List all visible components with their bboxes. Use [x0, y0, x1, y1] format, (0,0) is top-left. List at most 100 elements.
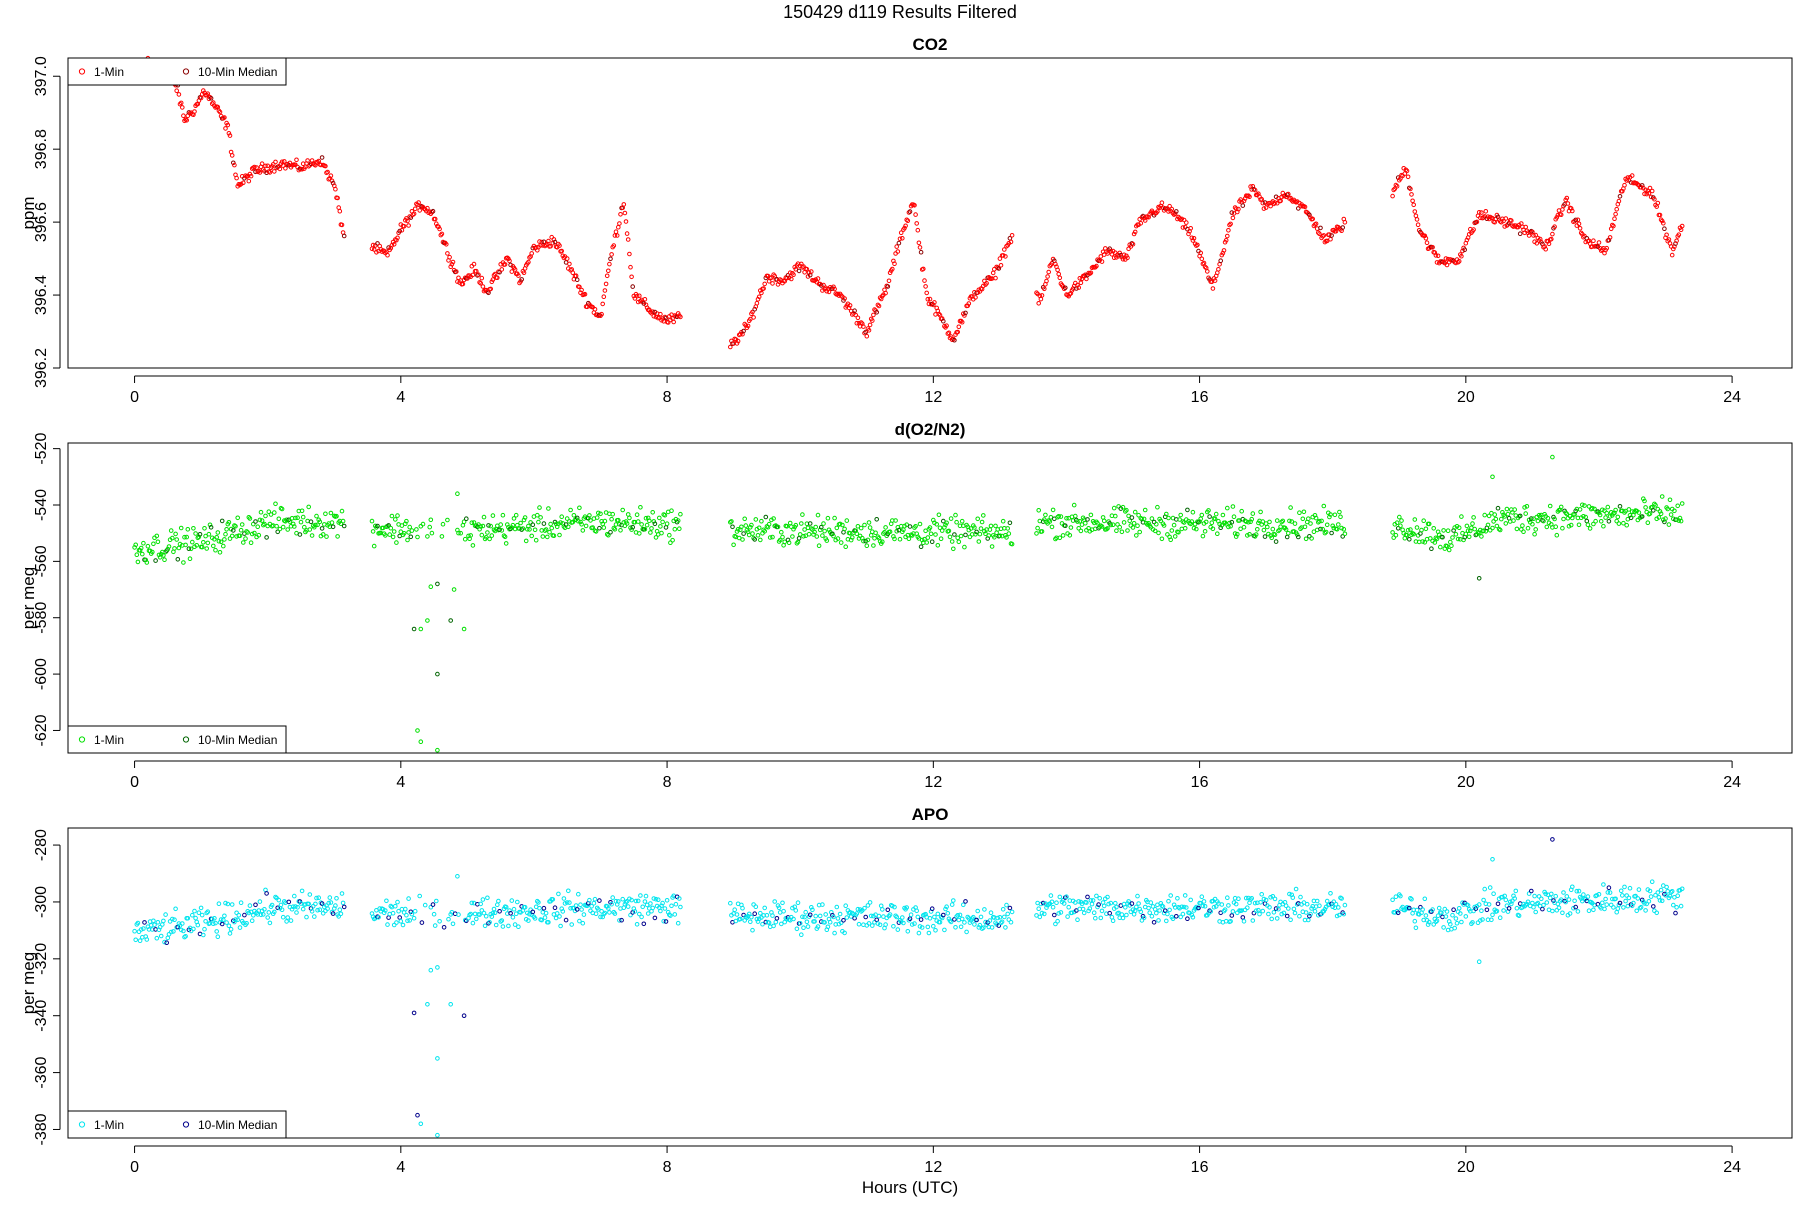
- one-min-point: [672, 912, 678, 917]
- legend-label-10-min-median: 10-Min Median: [198, 65, 277, 79]
- one-min-point: [1158, 518, 1164, 524]
- one-min-point: [429, 209, 435, 215]
- one-min-point: [1668, 512, 1674, 517]
- one-min-point: [1408, 527, 1413, 532]
- one-min-point: [1006, 531, 1012, 536]
- one-min-point: [1110, 918, 1116, 924]
- one-min-point: [527, 255, 532, 260]
- one-min-point: [566, 888, 571, 894]
- one-min-point: [1428, 536, 1433, 541]
- one-min-point: [293, 515, 298, 521]
- one-min-point: [554, 911, 560, 916]
- median-point: [1495, 505, 1501, 511]
- median-point: [1473, 906, 1479, 911]
- one-min-point: [773, 919, 779, 925]
- one-min-point: [639, 522, 644, 527]
- median-point: [619, 917, 624, 923]
- median-point: [874, 517, 880, 522]
- one-min-point: [989, 925, 995, 930]
- one-min-point: [490, 910, 496, 916]
- one-min-point: [437, 919, 442, 924]
- one-min-point: [333, 903, 338, 908]
- median-point: [464, 918, 469, 924]
- one-min-point: [932, 914, 937, 920]
- one-min-point: [134, 552, 140, 558]
- one-min-point: [287, 519, 293, 524]
- legend: 1-Min 10-Min Median: [67, 57, 287, 86]
- one-min-point: [1210, 526, 1216, 532]
- one-min-point: [856, 921, 862, 927]
- one-min-point: [1438, 544, 1443, 550]
- one-min-point: [897, 536, 903, 542]
- one-min-point: [1554, 908, 1560, 913]
- one-min-point: [1078, 528, 1084, 534]
- one-min-point: [427, 524, 433, 530]
- one-min-point: [479, 908, 485, 913]
- one-min-point: [543, 910, 549, 916]
- one-min-point: [522, 904, 528, 910]
- median-point: [1185, 916, 1190, 922]
- one-min-point: [282, 159, 287, 164]
- one-min-point: [1563, 899, 1568, 905]
- one-min-point: [1412, 918, 1418, 924]
- one-min-point: [957, 912, 963, 918]
- one-min-point: [661, 918, 667, 924]
- median-point: [541, 521, 547, 526]
- one-min-point: [868, 533, 874, 538]
- one-min-point: [997, 256, 1003, 261]
- one-min-point: [137, 938, 143, 944]
- one-min-point: [886, 278, 892, 284]
- one-min-point: [276, 897, 282, 903]
- one-min-point: [1008, 919, 1014, 925]
- one-min-point: [905, 929, 911, 934]
- one-min-point: [407, 918, 413, 923]
- one-min-point: [978, 526, 984, 531]
- one-min-point: [1323, 529, 1329, 535]
- one-min-point: [1192, 521, 1198, 527]
- one-min-point: [1288, 917, 1293, 923]
- one-min-point: [904, 905, 910, 910]
- one-min-point: [1535, 518, 1541, 524]
- one-min-point: [1636, 887, 1642, 892]
- one-min-point: [956, 539, 962, 545]
- one-min-point: [588, 518, 593, 523]
- one-min-point: [485, 895, 490, 901]
- one-min-point: [728, 344, 733, 350]
- median-point: [785, 273, 791, 278]
- one-min-point: [225, 122, 231, 128]
- one-min-point: [1228, 221, 1233, 227]
- one-min-point: [664, 898, 670, 903]
- one-min-point: [948, 516, 954, 521]
- one-min-point: [370, 242, 376, 248]
- one-min-point: [1006, 917, 1012, 922]
- one-min-point: [932, 300, 937, 305]
- one-min-point: [1230, 215, 1236, 221]
- one-min-point: [1333, 228, 1339, 234]
- one-min-point: [1494, 523, 1500, 529]
- one-min-point: [1146, 905, 1151, 911]
- one-min-point: [1259, 196, 1264, 202]
- one-min-point: [609, 901, 614, 907]
- one-min-point: [247, 903, 253, 908]
- one-min-point: [1286, 906, 1291, 911]
- one-min-point: [1663, 516, 1668, 521]
- one-min-point: [917, 521, 923, 527]
- one-min-point: [945, 911, 951, 916]
- one-min-point: [425, 1002, 430, 1007]
- one-min-point: [229, 153, 235, 158]
- one-min-point: [533, 537, 539, 543]
- one-min-point: [1399, 518, 1404, 523]
- one-min-point: [653, 896, 659, 902]
- one-min-point: [793, 522, 799, 528]
- one-min-point: [1150, 904, 1156, 909]
- one-min-point: [417, 893, 423, 899]
- one-min-point: [1272, 532, 1278, 538]
- one-min-point: [284, 919, 289, 924]
- one-min-point: [890, 903, 895, 909]
- one-min-point: [1039, 293, 1045, 298]
- legend-marker-1-min: [78, 1121, 86, 1128]
- one-min-point: [479, 275, 485, 281]
- one-min-point: [270, 162, 276, 167]
- one-min-point: [1166, 515, 1171, 521]
- one-min-point: [1043, 512, 1048, 518]
